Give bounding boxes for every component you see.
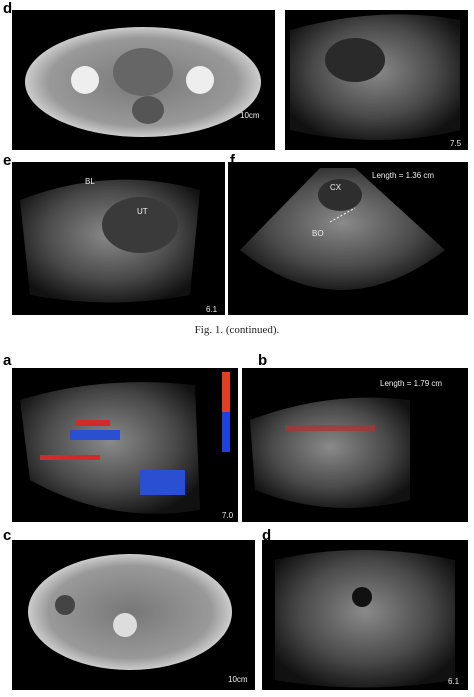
panel-label: e <box>3 152 11 169</box>
annotation: BL <box>85 177 95 186</box>
panel-f: f CX BO Length = 1.36 cm <box>228 152 468 315</box>
panel-label: a <box>3 352 12 369</box>
panel-b: b Length = 1.79 cm <box>242 352 468 522</box>
panel-label: b <box>258 352 267 369</box>
annotation: 10cm <box>228 675 248 684</box>
caption: Fig. 1. (continued). <box>195 324 280 336</box>
annotation: Length = 1.79 cm <box>380 379 442 388</box>
panel-label: d <box>262 527 271 544</box>
panel-e: e BL UT 6.1 <box>3 152 225 315</box>
panel-label: c <box>3 527 11 544</box>
panel-label: f <box>230 152 236 169</box>
annotation: BO <box>312 229 324 238</box>
panel-label: d <box>3 0 12 17</box>
panel-d-bottom: d 6.1 <box>262 527 468 690</box>
annotation: 10cm <box>240 111 260 120</box>
panel-us-1: 7.5 <box>285 10 468 150</box>
annotation: UT <box>137 207 148 216</box>
annotation: 7.5 <box>450 139 462 148</box>
annotation: 6.1 <box>206 305 218 314</box>
annotation: 6.1 <box>448 677 460 686</box>
annotation: 7.0 <box>222 511 234 520</box>
annotation: Length = 1.36 cm <box>372 171 434 180</box>
panel-a: a 7.0 <box>3 352 238 522</box>
panel-c: c 10cm <box>3 527 255 690</box>
annotation: CX <box>330 183 342 192</box>
panel-ct-1: d 10cm <box>3 0 275 150</box>
